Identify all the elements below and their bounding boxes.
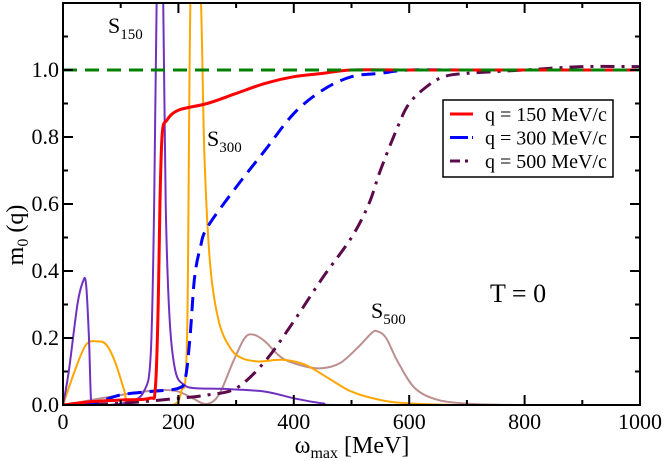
x-tick-label: 200 xyxy=(162,409,195,434)
x-axis-label: ωmax [MeV] xyxy=(295,433,410,461)
x-tick-label: 800 xyxy=(508,409,541,434)
series-line-s150 xyxy=(63,3,640,405)
y-tick-label: 0.8 xyxy=(32,124,60,149)
x-tick-label: 0 xyxy=(58,409,69,434)
y-tick-label: 1.0 xyxy=(32,57,60,82)
series-line-s300 xyxy=(63,3,640,405)
y-tick-label: 0.6 xyxy=(32,191,60,216)
annotation-temperature: T = 0 xyxy=(490,279,546,308)
legend-label: q = 300 MeV/c xyxy=(485,128,607,150)
legend-label: q = 150 MeV/c xyxy=(485,104,607,126)
series-line-q-500-mev-c xyxy=(63,64,640,405)
x-tick-label: 1000 xyxy=(618,409,662,434)
legend-label: q = 500 MeV/c xyxy=(485,151,607,173)
legend: q = 150 MeV/cq = 300 MeV/cq = 500 MeV/c xyxy=(442,99,614,178)
annotation-s300: S300 xyxy=(207,126,242,156)
y-axis-label: m0 (q) xyxy=(3,205,32,266)
annotation-s150: S150 xyxy=(108,13,143,43)
plot-frame xyxy=(62,2,641,406)
y-tick-label: 0.2 xyxy=(32,325,60,350)
y-tick-label: 0.4 xyxy=(32,258,60,283)
x-tick-label: 600 xyxy=(393,409,426,434)
y-tick-label: 0.0 xyxy=(32,392,60,417)
annotation-s500: S500 xyxy=(371,298,406,328)
x-tick-label: 400 xyxy=(277,409,310,434)
